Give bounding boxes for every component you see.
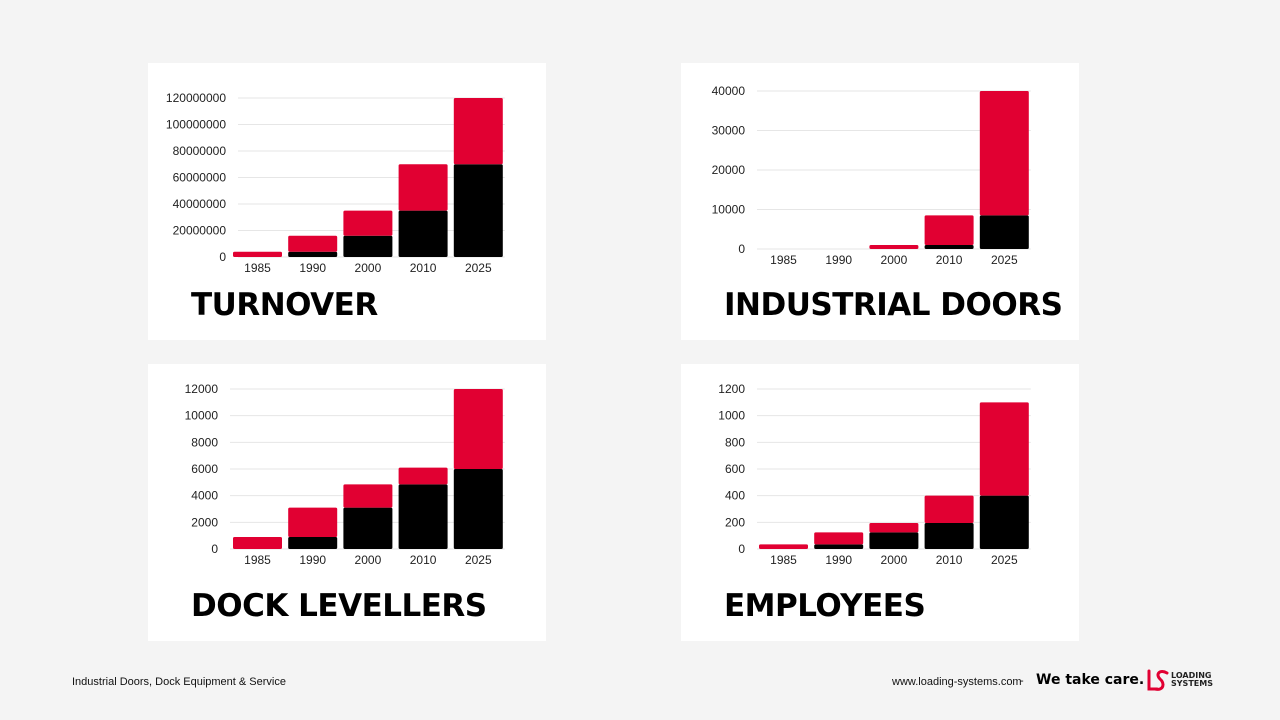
y-tick-label: 40000000 (173, 197, 227, 211)
dock-levellers-chart-card: 0 2000 4000 6000 8000 10000 12000 1985 1990 2000 2… (148, 364, 546, 641)
bar-2025-segment-1 (453, 389, 503, 469)
bar-2010-segment-1 (398, 467, 448, 485)
turnover-chart-card: 0 20000000 40000000 60000000 80000000 1000000… (148, 63, 546, 340)
x-tick-label: 2010 (410, 261, 437, 275)
y-tick-label: 120000000 (166, 91, 226, 105)
x-tick-label: 2000 (881, 253, 908, 267)
x-tick-label: 2025 (465, 261, 492, 275)
bar-1990-segment-1 (288, 235, 338, 252)
y-tick-label: 800 (725, 435, 745, 449)
x-tick-label: 2025 (991, 553, 1018, 567)
bar-1985-segment-1 (233, 251, 282, 257)
bar-2025-segment-1 (979, 402, 1029, 496)
y-tick-label: 400 (725, 489, 745, 503)
bar-1990-segment-1 (288, 507, 338, 537)
bar-2000-segment-0 (343, 235, 393, 257)
bar-2010-segment-1 (924, 215, 974, 246)
x-tick-label: 2000 (355, 553, 382, 567)
bar-2000-segment-1 (343, 484, 393, 508)
y-tick-label: 2000 (191, 515, 218, 529)
y-tick-label: 20000 (712, 163, 746, 177)
y-tick-label: 6000 (191, 462, 218, 476)
bar-2025-segment-1 (979, 91, 1029, 216)
y-tick-label: 12000 (185, 382, 219, 396)
logo-line-1: LOADING (1171, 671, 1212, 680)
bar-2025-segment-0 (979, 215, 1029, 249)
y-tick-label: 0 (219, 250, 226, 264)
y-tick-label: 4000 (191, 489, 218, 503)
employees-chart-title: EMPLOYEES (724, 588, 926, 624)
x-tick-label: 1990 (825, 253, 852, 267)
bar-2000-segment-0 (869, 532, 919, 549)
x-tick-label: 2000 (881, 553, 908, 567)
x-tick-label: 1985 (244, 261, 271, 275)
x-tick-label: 2010 (936, 553, 963, 567)
footer-slogan: We take care. (1036, 672, 1145, 688)
y-tick-label: 30000 (712, 124, 746, 138)
bar-2000-segment-1 (343, 210, 393, 236)
industrial-doors-chart: 0 10000 20000 30000 40000 1985 1990 2000 2010 202… (712, 84, 1031, 267)
turnover-chart-title: TURNOVER (191, 287, 378, 323)
bar-2000-segment-1 (869, 245, 919, 249)
logo-line-2: SYSTEMS (1171, 679, 1213, 688)
x-tick-label: 1985 (770, 253, 797, 267)
employees-chart: 0 200 400 600 800 1000 1200 1985 1990 2000 2010 202… (718, 382, 1031, 567)
bar-2025-segment-1 (453, 98, 503, 165)
y-tick-label: 1200 (718, 382, 745, 396)
y-tick-label: 1000 (718, 409, 745, 423)
y-tick-label: 60000000 (173, 171, 227, 185)
x-tick-label: 1985 (770, 553, 797, 567)
bar-2000-segment-1 (869, 523, 919, 533)
bar-1985-segment-1 (759, 544, 808, 549)
bar-2010-segment-0 (924, 523, 974, 549)
bar-2025-segment-0 (453, 469, 503, 549)
bar-1985-segment-1 (233, 537, 282, 549)
x-tick-label: 1990 (299, 553, 326, 567)
y-tick-label: 80000000 (173, 144, 227, 158)
y-tick-label: 10000 (185, 409, 219, 423)
bar-2010-segment-0 (924, 245, 974, 249)
y-tick-label: 0 (738, 242, 745, 256)
x-tick-label: 2025 (465, 553, 492, 567)
y-tick-label: 100000000 (166, 118, 226, 132)
y-tick-label: 8000 (191, 435, 218, 449)
logo-wordmark: LOADING SYSTEMS (1171, 672, 1213, 688)
employees-chart-card: 0 200 400 600 800 1000 1200 1985 1990 2000 2010 202… (681, 364, 1079, 641)
bar-1990-segment-1 (814, 532, 864, 545)
footer-tagline: Industrial Doors, Dock Equipment & Servi… (72, 676, 286, 688)
x-tick-label: 1985 (244, 553, 271, 567)
x-tick-label: 1990 (299, 261, 326, 275)
bar-1990-segment-0 (288, 537, 338, 549)
footer-separator: - (1020, 675, 1024, 687)
x-tick-label: 1990 (825, 553, 852, 567)
y-tick-label: 20000000 (173, 224, 227, 238)
dock-levellers-chart: 0 2000 4000 6000 8000 10000 12000 1985 1990 2000 2… (185, 382, 505, 567)
industrial-doors-chart-card: 0 10000 20000 30000 40000 1985 1990 2000 2010 202… (681, 63, 1079, 340)
dock-levellers-chart-title: DOCK LEVELLERS (191, 588, 487, 624)
x-tick-label: 2010 (410, 553, 437, 567)
company-logo: LOADING SYSTEMS (1146, 668, 1216, 694)
x-tick-label: 2025 (991, 253, 1018, 267)
x-tick-label: 2000 (355, 261, 382, 275)
x-tick-label: 2010 (936, 253, 963, 267)
bar-2010-segment-0 (398, 210, 448, 257)
footer-website-link[interactable]: www.loading-systems.com (892, 676, 1022, 688)
logo-mark-icon (1147, 669, 1169, 691)
y-tick-label: 0 (738, 542, 745, 556)
bar-2025-segment-0 (979, 495, 1029, 549)
y-tick-label: 10000 (712, 203, 746, 217)
y-tick-label: 0 (211, 542, 218, 556)
y-tick-label: 200 (725, 515, 745, 529)
bar-2010-segment-0 (398, 484, 448, 549)
bar-2010-segment-1 (924, 495, 974, 523)
turnover-chart: 0 20000000 40000000 60000000 80000000 1000000… (166, 91, 505, 275)
bar-2010-segment-1 (398, 164, 448, 211)
bar-1990-segment-0 (288, 251, 338, 257)
bar-2000-segment-0 (343, 507, 393, 549)
y-tick-label: 40000 (712, 84, 746, 98)
y-tick-label: 600 (725, 462, 745, 476)
industrial-doors-chart-title: INDUSTRIAL DOORS (724, 287, 1063, 323)
bar-1990-segment-0 (814, 544, 864, 549)
bar-2025-segment-0 (453, 164, 503, 257)
